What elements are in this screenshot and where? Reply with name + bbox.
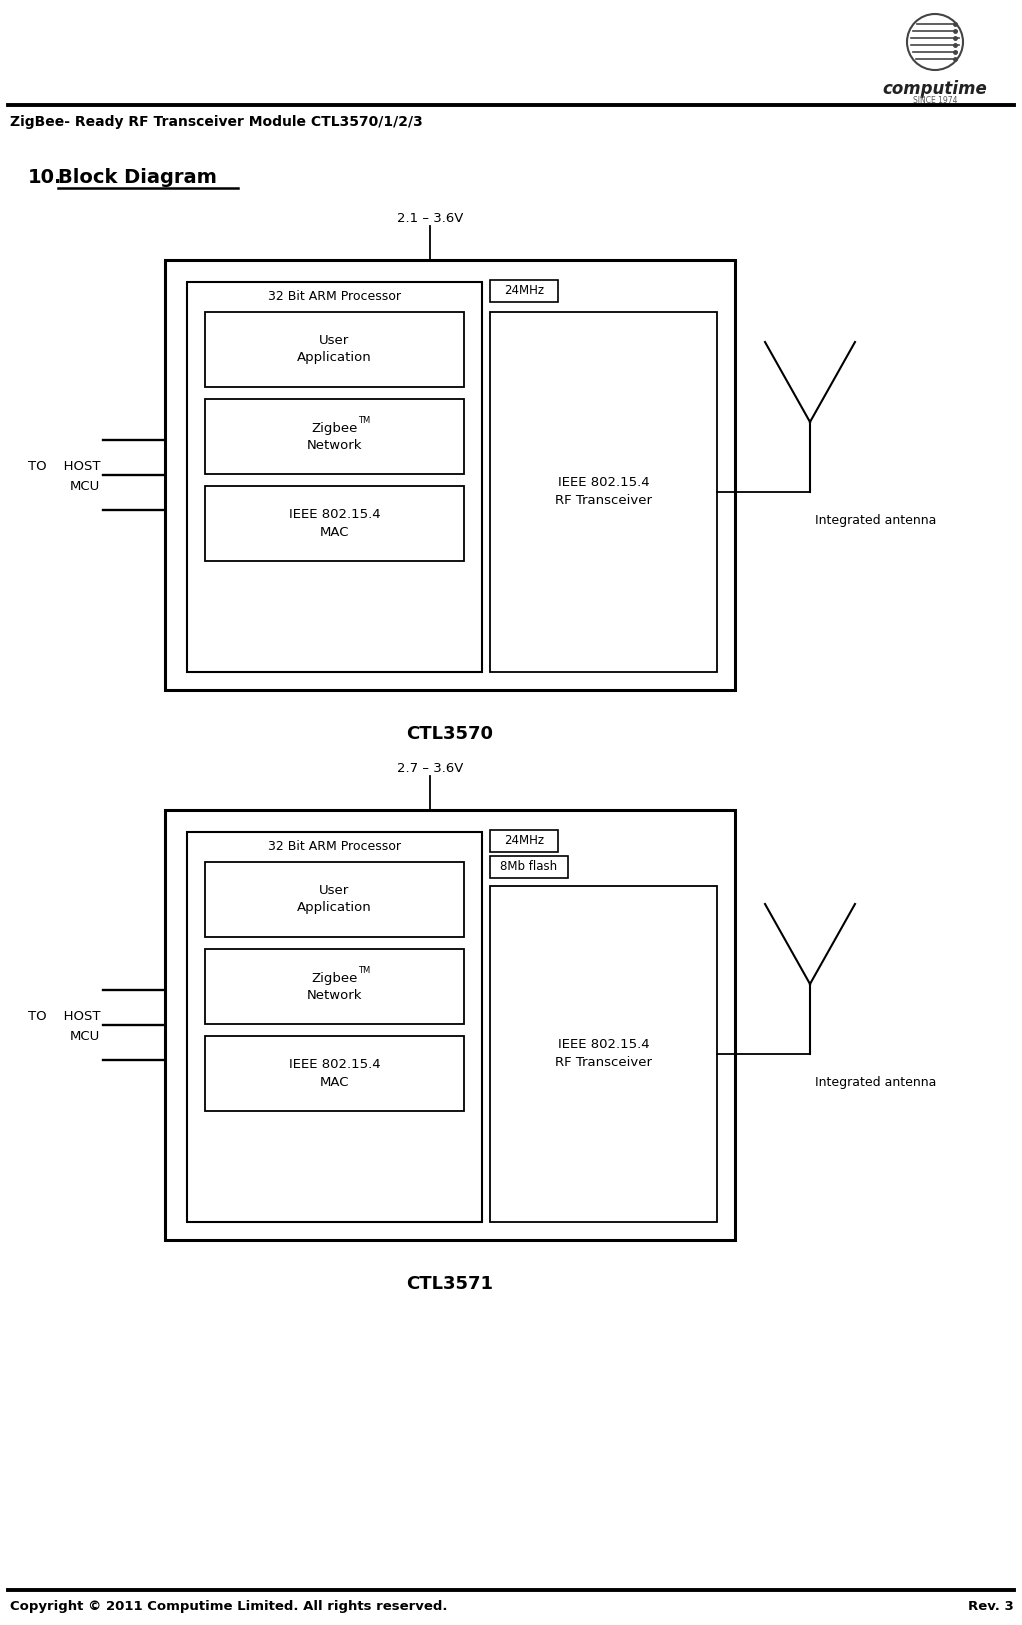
Text: Rev. 3: Rev. 3 — [968, 1601, 1014, 1614]
Text: Network: Network — [307, 990, 362, 1003]
Text: IEEE 802.15.4
MAC: IEEE 802.15.4 MAC — [288, 509, 380, 538]
Text: TM: TM — [359, 416, 371, 426]
Bar — [490, 856, 568, 878]
Text: Zigbee: Zigbee — [312, 422, 358, 436]
Text: CTL3571: CTL3571 — [407, 1276, 494, 1294]
Text: Block Diagram: Block Diagram — [58, 167, 217, 187]
Bar — [205, 486, 464, 561]
Text: TM: TM — [359, 965, 371, 975]
Bar — [490, 280, 558, 302]
Text: CTL3570: CTL3570 — [407, 725, 494, 743]
Text: 24MHz: 24MHz — [504, 284, 544, 297]
Text: 32 Bit ARM Processor: 32 Bit ARM Processor — [268, 840, 401, 853]
Text: SINCE 1974: SINCE 1974 — [913, 96, 958, 106]
Text: IEEE 802.15.4
RF Transceiver: IEEE 802.15.4 RF Transceiver — [555, 476, 652, 507]
Text: MCU: MCU — [69, 1030, 100, 1043]
Text: ZigBee- Ready RF Transceiver Module CTL3570/1/2/3: ZigBee- Ready RF Transceiver Module CTL3… — [10, 115, 423, 128]
Bar — [205, 949, 464, 1024]
Text: 10.: 10. — [28, 167, 62, 187]
Text: Integrated antenna: Integrated antenna — [815, 514, 936, 526]
Text: IEEE 802.15.4
RF Transceiver: IEEE 802.15.4 RF Transceiver — [555, 1038, 652, 1069]
Text: computime: computime — [883, 80, 987, 98]
Bar — [490, 886, 717, 1222]
Bar — [205, 312, 464, 387]
Bar — [490, 830, 558, 852]
Bar — [205, 1037, 464, 1112]
Text: Integrated antenna: Integrated antenna — [815, 1076, 936, 1089]
Text: User
Application: User Application — [297, 884, 372, 915]
Text: Network: Network — [307, 439, 362, 452]
Bar — [205, 400, 464, 474]
Bar — [187, 832, 482, 1222]
Text: 2.7 – 3.6V: 2.7 – 3.6V — [397, 762, 463, 775]
Text: TO    HOST: TO HOST — [28, 1011, 100, 1024]
Text: Copyright © 2011 Computime Limited. All rights reserved.: Copyright © 2011 Computime Limited. All … — [10, 1601, 448, 1614]
Text: TO    HOST: TO HOST — [28, 460, 100, 473]
Bar — [165, 809, 735, 1240]
Text: 32 Bit ARM Processor: 32 Bit ARM Processor — [268, 289, 401, 302]
Text: Zigbee: Zigbee — [312, 972, 358, 985]
Bar — [490, 312, 717, 673]
Bar — [187, 283, 482, 673]
Text: MCU: MCU — [69, 481, 100, 494]
Text: IEEE 802.15.4
MAC: IEEE 802.15.4 MAC — [288, 1058, 380, 1089]
Bar — [205, 861, 464, 938]
Bar — [165, 260, 735, 691]
Text: 2.1 – 3.6V: 2.1 – 3.6V — [397, 211, 463, 224]
Text: User
Application: User Application — [297, 335, 372, 364]
Text: 24MHz: 24MHz — [504, 835, 544, 848]
Text: 8Mb flash: 8Mb flash — [501, 861, 558, 874]
